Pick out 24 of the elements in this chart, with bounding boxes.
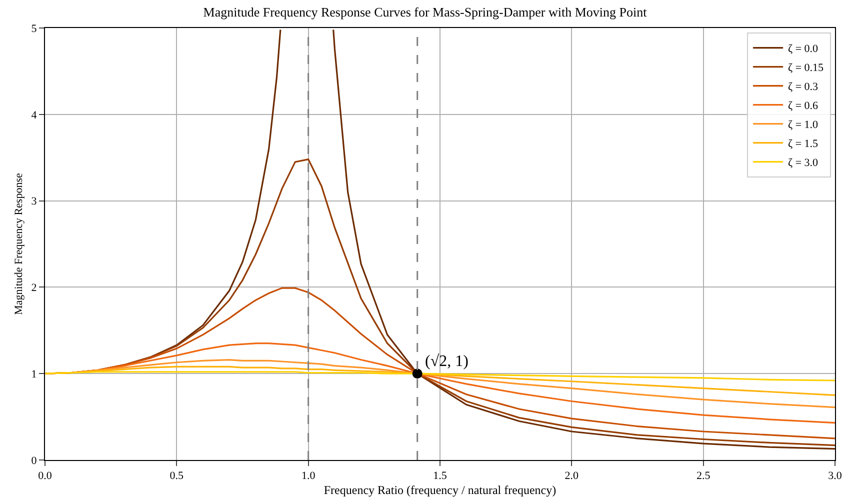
y-tick-label: 0 <box>31 454 38 467</box>
x-tick-label: 3.0 <box>828 470 842 482</box>
y-tick-label: 2 <box>31 282 37 294</box>
y-tick-label: 5 <box>31 22 38 35</box>
legend-label: ζ = 0.0 <box>788 43 819 56</box>
annotation: (√2, 1) <box>425 353 468 370</box>
x-tick-label: 2.0 <box>564 470 580 482</box>
x-tick-label: 1.0 <box>301 470 316 482</box>
chart-title: Magnitude Frequency Response Curves for Mass-Spring-Damper with Moving Point <box>203 4 648 20</box>
y-tick-label: 4 <box>31 109 38 122</box>
x-tick-label: 0.5 <box>170 470 184 482</box>
legend-label: ζ = 3.0 <box>788 157 819 170</box>
legend-label: ζ = 1.0 <box>788 119 819 132</box>
x-tick-label: 0.0 <box>38 470 52 482</box>
y-tick-label: 3 <box>31 196 38 208</box>
legend-label: ζ = 1.5 <box>788 138 819 150</box>
legend-label: ζ = 0.15 <box>788 62 824 74</box>
x-axis-title: Frequency Ratio (frequency / natural frequency) <box>324 483 556 498</box>
x-tick-label: 1.5 <box>433 470 448 482</box>
y-axis-title: Magnitude Frequency Response <box>12 173 25 315</box>
legend-label: ζ = 0.6 <box>788 100 819 112</box>
y-tick-label: 1 <box>31 368 37 380</box>
legend-label: ζ = 0.3 <box>788 81 819 94</box>
x-tick-label: 2.5 <box>696 470 711 482</box>
